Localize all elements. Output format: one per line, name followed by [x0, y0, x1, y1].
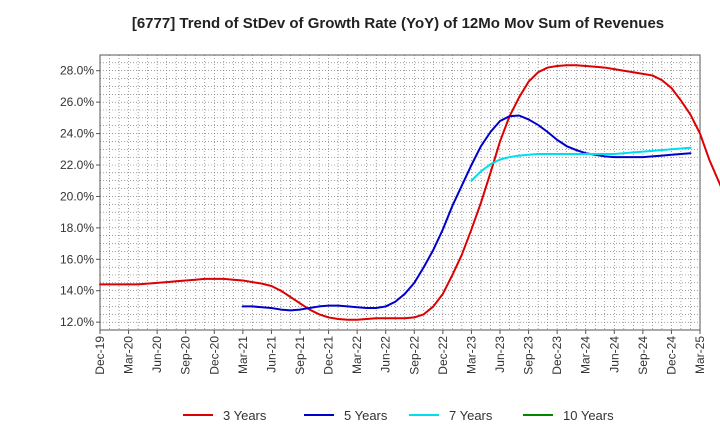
x-tick-label: Mar-25 [693, 336, 707, 374]
y-tick-label: 18.0% [60, 221, 94, 235]
x-tick-label: Jun-24 [607, 336, 621, 373]
x-tick-label: Jun-20 [150, 336, 164, 373]
y-tick-label: 28.0% [60, 64, 94, 78]
x-tick-label: Sep-22 [407, 336, 421, 375]
x-tick-label: Mar-24 [579, 336, 593, 374]
series-line-7-years [470, 146, 692, 182]
legend-label: 3 Years [223, 408, 267, 423]
x-tick-label: Mar-20 [122, 336, 136, 374]
y-axis: 12.0% 14.0% 16.0% 18.0% 20.0% 22.0% 24.0% 26.0%… [60, 64, 100, 329]
x-tick-label: Sep-23 [522, 336, 536, 375]
x-tick-label: Sep-24 [636, 336, 650, 375]
legend-item: 7 Years [409, 408, 493, 423]
y-tick-label: 26.0% [60, 95, 94, 109]
legend-label: 5 Years [344, 408, 388, 423]
legend-item: 3 Years [183, 408, 267, 423]
x-tick-label: Dec-22 [436, 336, 450, 375]
x-tick-label: Mar-21 [236, 336, 250, 374]
x-tick-label: Dec-19 [93, 336, 107, 375]
x-axis: Dec-19 Mar-20 Jun-20 Sep-20 Dec-20 Mar-21 Jun-… [93, 330, 707, 375]
series-layer [99, 64, 720, 321]
x-tick-label: Dec-23 [550, 336, 564, 375]
x-tick-label: Sep-21 [293, 336, 307, 375]
legend: 3 Years 5 Years 7 Years 10 Years [183, 408, 614, 423]
x-tick-label: Mar-23 [464, 336, 478, 374]
y-tick-label: 22.0% [60, 158, 94, 172]
legend-label: 7 Years [449, 408, 493, 423]
y-tick-label: 12.0% [60, 315, 94, 329]
x-tick-label: Dec-21 [322, 336, 336, 375]
x-tick-label: Mar-22 [350, 336, 364, 374]
chart-title: [6777] Trend of StDev of Growth Rate (Yo… [132, 15, 664, 32]
x-tick-label: Jun-22 [379, 336, 393, 373]
x-tick-label: Sep-20 [179, 336, 193, 375]
y-tick-label: 16.0% [60, 252, 94, 266]
x-tick-label: Jun-21 [264, 336, 278, 373]
x-tick-label: Dec-24 [664, 336, 678, 375]
legend-label: 10 Years [563, 408, 614, 423]
y-tick-label: 24.0% [60, 127, 94, 141]
plot-frame [99, 54, 701, 331]
series-line-5-years [241, 114, 692, 312]
series-line-3-years [99, 64, 720, 321]
x-tick-label: Jun-23 [493, 336, 507, 373]
x-tick-label: Dec-20 [207, 336, 221, 375]
y-tick-label: 14.0% [60, 284, 94, 298]
legend-item: 5 Years [304, 408, 388, 423]
grid-layer [100, 55, 700, 330]
legend-item: 10 Years [523, 408, 614, 423]
y-tick-label: 20.0% [60, 189, 94, 203]
